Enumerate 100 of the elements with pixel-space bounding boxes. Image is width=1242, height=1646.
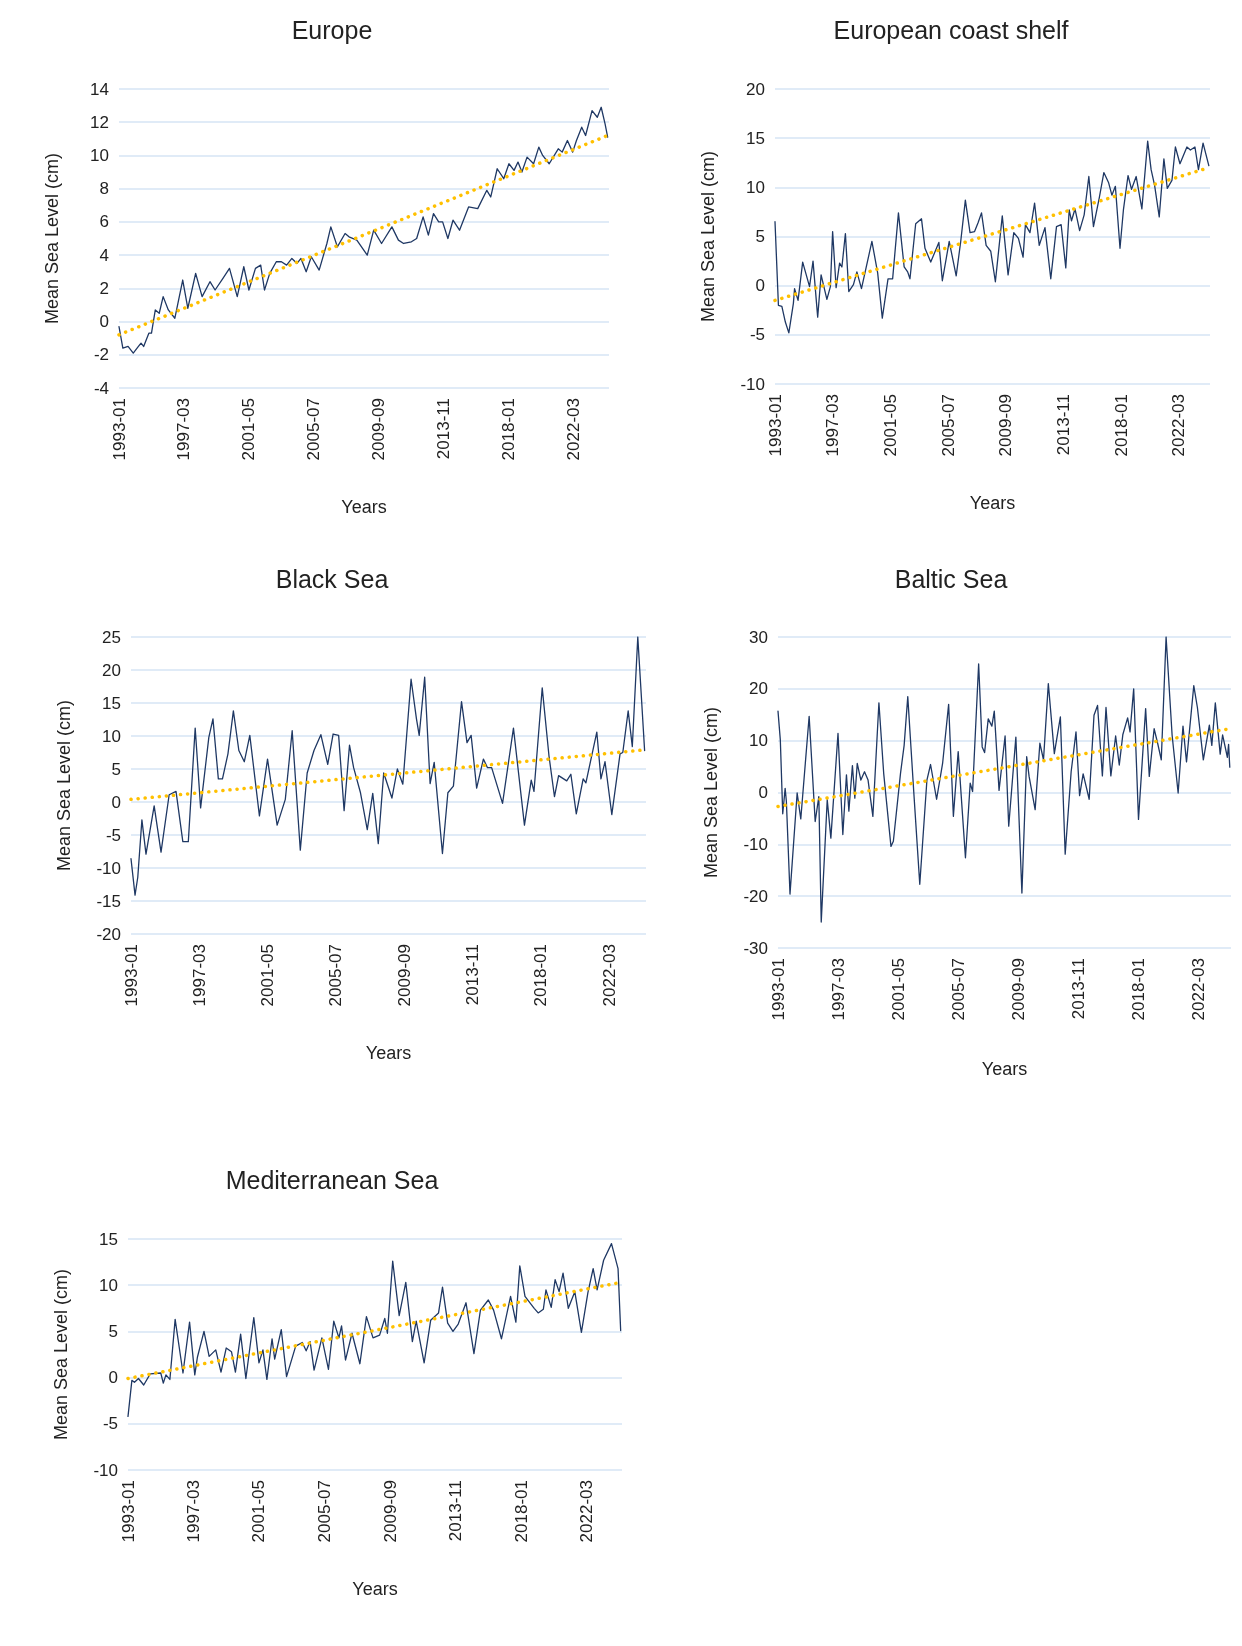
- x-tick-label: 2022-03: [1169, 394, 1189, 457]
- y-tick-label: 0: [108, 1368, 118, 1388]
- y-tick-label: 15: [102, 693, 121, 713]
- y-tick-label: 12: [90, 112, 109, 132]
- x-tick-label: 2022-03: [1189, 958, 1209, 1021]
- y-tick-label: -10: [96, 858, 121, 878]
- x-axis-title: Years: [969, 493, 1016, 513]
- y-tick-label: -5: [749, 325, 765, 345]
- y-tick-label: -5: [102, 1414, 118, 1434]
- chart-title: Mediterranean Sea: [225, 1165, 439, 1194]
- x-tick-label: 1997-03: [189, 944, 209, 1007]
- y-tick-label: 15: [99, 1229, 118, 1249]
- x-tick-label: 2018-01: [1111, 394, 1131, 457]
- y-tick-label: -4: [93, 378, 109, 398]
- line-series: [777, 636, 1231, 923]
- x-tick-label: 2018-01: [1129, 958, 1148, 1021]
- y-tick-label: 20: [102, 660, 121, 680]
- x-tick-label: 2013-11: [1053, 394, 1073, 456]
- x-tick-label: 2001-05: [258, 944, 278, 1007]
- y-tick-label: -30: [743, 938, 768, 958]
- y-tick-label: -10: [93, 1460, 118, 1480]
- x-tick-label: 2022-03: [599, 944, 619, 1007]
- y-tick-label: 10: [102, 726, 121, 746]
- x-tick-label: 2005-07: [938, 394, 958, 457]
- chart-title: Europe: [291, 15, 373, 44]
- x-tick-label: 1997-03: [174, 398, 194, 461]
- x-tick-label: 2013-11: [463, 944, 483, 1006]
- x-tick-label: 2013-11: [1068, 958, 1088, 1020]
- x-tick-label: 2005-07: [326, 944, 346, 1007]
- x-tick-label: 2018-01: [511, 1480, 531, 1543]
- line-series: [118, 106, 609, 354]
- y-tick-label: 20: [749, 679, 768, 699]
- x-tick-label: 1997-03: [828, 958, 848, 1021]
- y-tick-label: 15: [746, 128, 765, 148]
- y-tick-label: 4: [99, 245, 109, 265]
- x-tick-label: 1997-03: [823, 394, 843, 457]
- y-tick-label: 30: [749, 627, 768, 647]
- line-series: [130, 636, 646, 896]
- x-tick-label: 1993-01: [765, 394, 785, 457]
- y-tick-label: 5: [755, 227, 765, 246]
- chart-title: Baltic Sea: [894, 564, 1008, 593]
- x-tick-label: 1993-01: [768, 958, 788, 1021]
- x-tick-label: 2005-07: [948, 958, 968, 1021]
- x-tick-label: 1993-01: [118, 1480, 138, 1543]
- x-tick-label: 2001-05: [249, 1480, 269, 1543]
- x-tick-label: 2022-03: [577, 1480, 597, 1543]
- chart-title: Black Sea: [275, 564, 389, 593]
- y-tick-label: 0: [755, 276, 765, 296]
- x-axis-title: Years: [352, 1579, 398, 1599]
- y-tick-label: 20: [746, 79, 765, 99]
- y-tick-label: -20: [96, 924, 121, 944]
- y-tick-label: -2: [93, 345, 109, 365]
- x-tick-label: 2009-09: [369, 398, 389, 461]
- x-tick-label: 2009-09: [394, 944, 414, 1007]
- x-tick-label: 2018-01: [499, 398, 519, 461]
- x-tick-label: 1993-01: [121, 944, 141, 1007]
- y-axis-title: Mean Sea Level (cm): [51, 1268, 71, 1441]
- x-tick-label: 2001-05: [888, 958, 908, 1021]
- y-tick-label: 14: [90, 79, 109, 99]
- line-series: [127, 1242, 622, 1418]
- y-tick-label: 0: [111, 792, 121, 812]
- y-tick-label: 6: [99, 212, 109, 232]
- x-tick-label: 1997-03: [183, 1480, 203, 1543]
- y-tick-label: -15: [96, 891, 121, 911]
- x-tick-label: 2022-03: [564, 398, 584, 461]
- x-axis-title: Years: [341, 497, 387, 517]
- y-axis-title: Mean Sea Level (cm): [698, 150, 718, 323]
- y-tick-label: 10: [749, 731, 768, 751]
- y-tick-label: 10: [746, 177, 765, 197]
- y-tick-label: 10: [99, 1275, 118, 1295]
- x-tick-label: 2001-05: [239, 398, 259, 461]
- y-tick-label: -10: [743, 834, 768, 854]
- x-tick-label: 2001-05: [880, 394, 900, 457]
- x-tick-label: 2009-09: [380, 1480, 400, 1543]
- y-tick-label: 0: [758, 783, 768, 802]
- y-tick-label: 10: [90, 145, 109, 165]
- y-tick-label: 5: [111, 759, 121, 779]
- line-series: [774, 140, 1210, 334]
- x-tick-label: 2005-07: [304, 398, 324, 461]
- chart-title: European coast shelf: [833, 15, 1069, 44]
- y-tick-label: -20: [743, 886, 768, 906]
- x-tick-label: 2009-09: [1008, 958, 1028, 1021]
- y-axis-title: Mean Sea Level (cm): [701, 706, 721, 879]
- x-tick-label: 2005-07: [315, 1480, 334, 1543]
- x-tick-label: 2013-11: [446, 1480, 466, 1542]
- x-axis-title: Years: [981, 1059, 1028, 1079]
- x-tick-label: 1993-01: [109, 398, 129, 461]
- y-tick-label: 2: [99, 278, 109, 298]
- y-axis-title: Mean Sea Level (cm): [54, 699, 74, 872]
- x-tick-label: 2018-01: [531, 944, 551, 1007]
- y-tick-label: 25: [102, 627, 121, 647]
- x-tick-label: 2013-11: [434, 398, 454, 460]
- y-axis-title: Mean Sea Level (cm): [42, 152, 62, 325]
- x-axis-title: Years: [365, 1043, 412, 1063]
- y-tick-label: 8: [99, 179, 109, 199]
- y-tick-label: 5: [108, 1321, 118, 1341]
- y-tick-label: 0: [99, 312, 109, 332]
- x-tick-label: 2009-09: [996, 394, 1016, 457]
- y-tick-label: -10: [740, 374, 765, 394]
- y-tick-label: -5: [105, 825, 121, 845]
